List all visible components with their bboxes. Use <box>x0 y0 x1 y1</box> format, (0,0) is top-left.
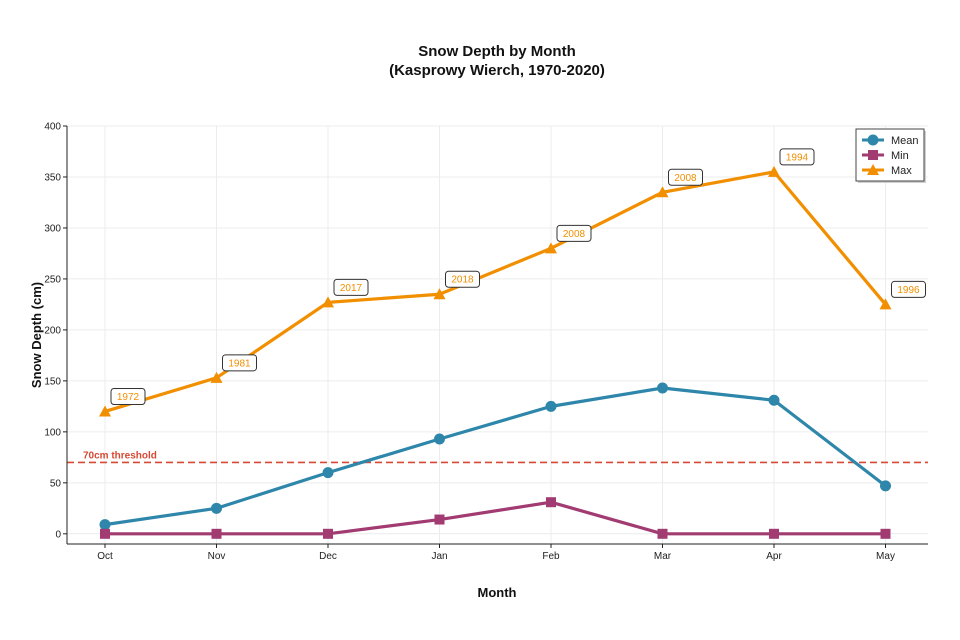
threshold-label: 70cm threshold <box>83 450 157 461</box>
threshold-layer: 70cm threshold <box>67 450 928 464</box>
annotation-label: 1996 <box>897 285 920 296</box>
data-point-mean <box>211 502 222 514</box>
y-tick-label: 300 <box>44 223 61 234</box>
x-axis-label: Month <box>478 585 517 600</box>
data-point-max <box>99 405 111 417</box>
data-point-max <box>433 288 446 300</box>
annotation-box <box>779 148 815 166</box>
chart-subtitle: (Kasprowy Wierch, 1970-2020) <box>389 62 605 79</box>
data-point-mean <box>768 394 780 406</box>
data-point-max <box>879 298 892 310</box>
legend-marker-mean <box>867 134 879 146</box>
annotation-label: 2008 <box>674 173 697 184</box>
data-point-min <box>546 497 556 508</box>
data-point-mean <box>545 400 557 412</box>
data-point-min <box>880 528 891 539</box>
series-line-min <box>105 500 886 536</box>
annotation-box <box>891 280 926 298</box>
data-point-max <box>768 165 780 177</box>
annotation-label: 1981 <box>228 358 251 369</box>
x-tick-label: Dec <box>319 551 337 562</box>
legend-marker-min <box>868 150 878 160</box>
data-point-max <box>656 186 669 198</box>
x-tick-label: Feb <box>542 551 560 562</box>
annotation-box <box>556 224 592 242</box>
annotation-label: 2017 <box>340 283 363 294</box>
data-point-min <box>657 528 668 539</box>
y-tick-label: 150 <box>44 376 61 387</box>
y-tick-label: 100 <box>44 427 61 438</box>
annotation-label: 2018 <box>451 275 474 286</box>
data-point-min <box>769 528 779 539</box>
data-point-mean <box>657 382 668 394</box>
data-point-mean <box>434 433 445 445</box>
legend-label-mean: Mean <box>891 135 919 147</box>
grid-layer <box>67 125 928 544</box>
x-tick-label: Oct <box>97 551 113 562</box>
annotation-box <box>333 278 369 296</box>
annotation-box <box>222 354 257 372</box>
y-tick-label: 350 <box>44 172 61 183</box>
annotation-label: 1994 <box>786 152 809 163</box>
data-point-max <box>210 371 223 383</box>
y-tick-label: 250 <box>44 274 61 285</box>
y-tick-label: 50 <box>50 478 62 489</box>
y-tick-label: 200 <box>44 325 61 336</box>
y-tick-label: 400 <box>44 122 61 133</box>
data-point-min <box>100 528 110 539</box>
y-axis-label: Snow Depth (cm) <box>29 282 44 388</box>
data-point-max <box>545 242 557 254</box>
annotation-box <box>445 270 480 288</box>
y-tick-label: 0 <box>55 529 61 540</box>
data-point-min <box>211 528 222 539</box>
annotation-box <box>668 168 703 186</box>
data-point-min <box>323 528 333 539</box>
x-tick-label: Nov <box>208 551 226 562</box>
x-tick-label: Apr <box>766 551 782 562</box>
data-point-mean <box>99 519 111 531</box>
legend-marker-max <box>867 164 879 175</box>
annotation-label: 1972 <box>117 392 140 403</box>
legend-label-max: Max <box>891 165 912 177</box>
axis-layer: 0 50 100 150 200 250 300 350 400 Oct Nov Dec Jan Feb M… <box>44 122 928 562</box>
legend-label-min: Min <box>891 150 909 162</box>
chart-title: Snow Depth by Month <box>418 43 575 60</box>
data-point-mean <box>322 467 334 479</box>
annotation-layer: 1972 1981 2017 2018 2008 2008 1994 1996 <box>110 148 926 405</box>
x-tick-label: Jan <box>431 551 447 562</box>
annotation-box <box>110 387 146 405</box>
legend: Mean Min Max <box>855 128 926 183</box>
data-point-min <box>434 514 445 525</box>
annotation-label: 2008 <box>563 229 586 240</box>
series-line-mean <box>104 386 887 527</box>
series-line-max <box>104 170 887 413</box>
data-point-max <box>322 296 334 308</box>
data-point-mean <box>880 480 891 492</box>
x-tick-label: Mar <box>654 551 672 562</box>
x-tick-label: May <box>876 551 895 562</box>
